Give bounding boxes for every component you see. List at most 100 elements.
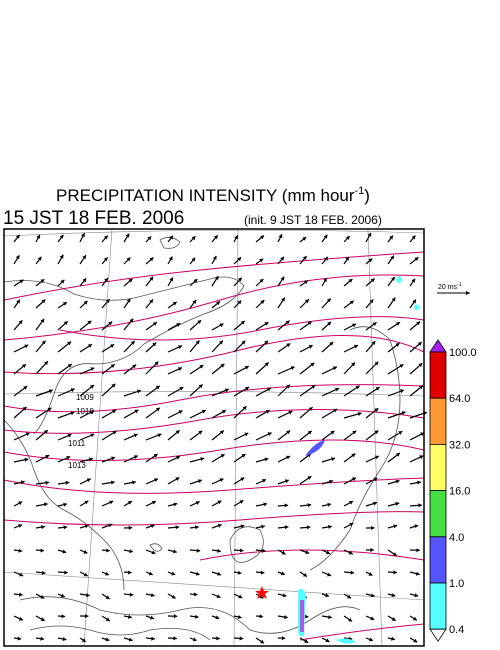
arrow-head [284, 479, 289, 484]
wind-arrow [145, 500, 157, 507]
arrow-head [87, 320, 92, 325]
arrow-head [151, 550, 156, 555]
wind-arrow [13, 524, 23, 529]
wind-arrow [277, 455, 291, 463]
wind-arrow [277, 384, 291, 397]
wind-arrow [321, 615, 332, 620]
wind-arrow [211, 340, 224, 353]
wind-arrow [233, 477, 245, 485]
arrow-head [43, 502, 48, 507]
wind-arrow [13, 615, 24, 621]
wind-arrow [343, 362, 356, 375]
wind-arrow [365, 430, 379, 441]
wind-arrow [277, 276, 285, 287]
arrow-head [396, 453, 400, 457]
arrow-head [370, 278, 375, 283]
arrow-head [219, 478, 224, 482]
lat-line [3, 571, 425, 601]
wind-arrow [321, 256, 329, 265]
arrow-head [375, 387, 380, 391]
wind-arrow [233, 615, 242, 619]
arrow-head [109, 500, 114, 505]
arrow-head [372, 322, 377, 326]
wind-arrow [189, 278, 198, 287]
wind-arrow [189, 548, 201, 553]
coast [3, 276, 245, 435]
arrow-head [393, 524, 398, 529]
arrow-head [391, 593, 396, 598]
arrow-head [148, 571, 153, 576]
colorbar-label: 1.0 [449, 578, 464, 590]
wind-arrow [101, 257, 109, 265]
wind-arrow [79, 343, 93, 353]
arrow-head [333, 408, 338, 413]
wind-arrow [101, 383, 116, 397]
wind-arrow [57, 593, 66, 598]
wind-arrow [387, 255, 395, 265]
wind-arrow [365, 407, 379, 419]
wind-arrow [343, 615, 353, 622]
valid-time: 15 JST 18 FEB. 2006 [3, 208, 184, 229]
arrow-head [153, 454, 158, 458]
arrow-head [62, 302, 67, 306]
arrow-head [84, 500, 89, 505]
wind-arrow [189, 364, 204, 375]
arrow-head [221, 410, 226, 414]
wind-arrow [101, 321, 113, 331]
arrow-head [286, 455, 291, 460]
arrow-head [60, 593, 65, 598]
arrow-head [126, 257, 131, 262]
wind-arrow [255, 570, 265, 575]
arrow-head [368, 258, 373, 263]
wind-arrow [79, 457, 94, 463]
wind-scale-exponent: -1 [457, 282, 462, 288]
arrow-head [415, 571, 420, 576]
wind-arrow [167, 455, 181, 463]
arrow-head [347, 594, 352, 599]
arrow-head [168, 256, 173, 261]
wind-arrow [387, 297, 396, 309]
arrow-head [280, 276, 285, 281]
wind-arrow [145, 615, 155, 620]
arrow-head [328, 615, 332, 620]
wind-arrow [211, 453, 225, 463]
coast [309, 326, 401, 571]
isobar [299, 623, 425, 641]
wind-arrow [321, 571, 332, 577]
wind-arrow [387, 321, 401, 331]
arrow-head [349, 501, 353, 505]
arrow-head [419, 455, 424, 460]
coast [159, 237, 181, 249]
wind-arrow [167, 256, 173, 265]
wind-arrow [35, 593, 45, 599]
wind-arrow [101, 571, 110, 576]
isobar [3, 511, 425, 526]
arrow-head [267, 432, 272, 436]
arrow-head [90, 433, 95, 438]
wind-arrow [255, 548, 266, 553]
lon-line [367, 228, 383, 647]
arrow-head [130, 341, 135, 345]
wind-arrow [189, 592, 198, 597]
wind-arrow [321, 297, 332, 309]
wind-arrow [35, 256, 42, 265]
wind-arrow [277, 320, 290, 331]
wind-arrow [167, 235, 174, 243]
arrow-head [82, 278, 87, 283]
wind-arrow [255, 524, 265, 529]
arrow-head [63, 525, 68, 530]
arrow-head [260, 235, 264, 240]
arrow-head [59, 234, 64, 239]
wind-arrow [123, 570, 132, 575]
wind-arrow [35, 234, 41, 243]
wind-arrow [343, 235, 351, 243]
isobar [3, 384, 425, 413]
lon-line [83, 228, 113, 647]
arrow-head [242, 406, 247, 411]
wind-arrow [189, 383, 204, 397]
arrow-head [126, 298, 131, 303]
arrow-head [326, 298, 331, 303]
isobar-label: 1011 [68, 439, 86, 448]
isobar [59, 316, 425, 341]
